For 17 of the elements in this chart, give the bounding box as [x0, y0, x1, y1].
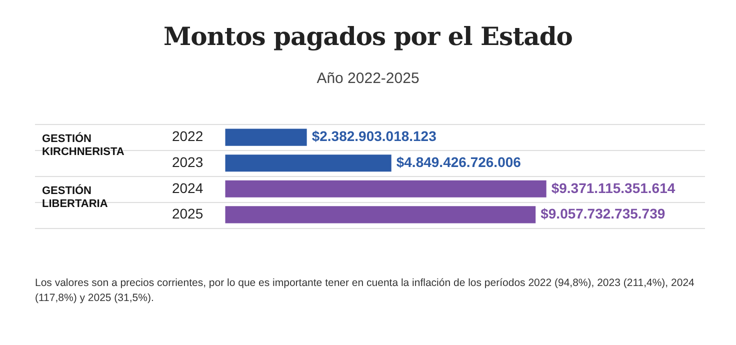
y-tick-label: 2025 [172, 206, 204, 222]
data-label: $9.371.115.351.614 [551, 180, 676, 196]
text: Los valores son a precios corrientes, por lo que es importante tener en cuenta la inflación de los períodos 2022 (94,8%), 2023 (211,4%), 2024 (117,8%) y 2025 (31,5%). [35, 276, 696, 306]
chart-title: Montos pagados por el Estado [162, 22, 574, 51]
y-tick-label: 2022 [172, 128, 204, 144]
y-tick-label: 2023 [172, 154, 204, 170]
bar [225, 206, 536, 224]
y-tick-label: 2024 [172, 180, 204, 196]
bar [225, 128, 307, 146]
data-label: $2.382.903.018.123 [312, 128, 437, 144]
chart-subtitle: Año 2022-2025 [316, 70, 420, 87]
bar [225, 154, 392, 172]
data-label: $9.057.732.735.739 [540, 206, 666, 222]
text: GESTIÓN LIBERTARIA [42, 185, 109, 211]
bar [225, 180, 546, 198]
text: GESTIÓN KIRCHNERISTA [42, 133, 126, 160]
data-label: $4.849.426.726.006 [396, 154, 522, 170]
